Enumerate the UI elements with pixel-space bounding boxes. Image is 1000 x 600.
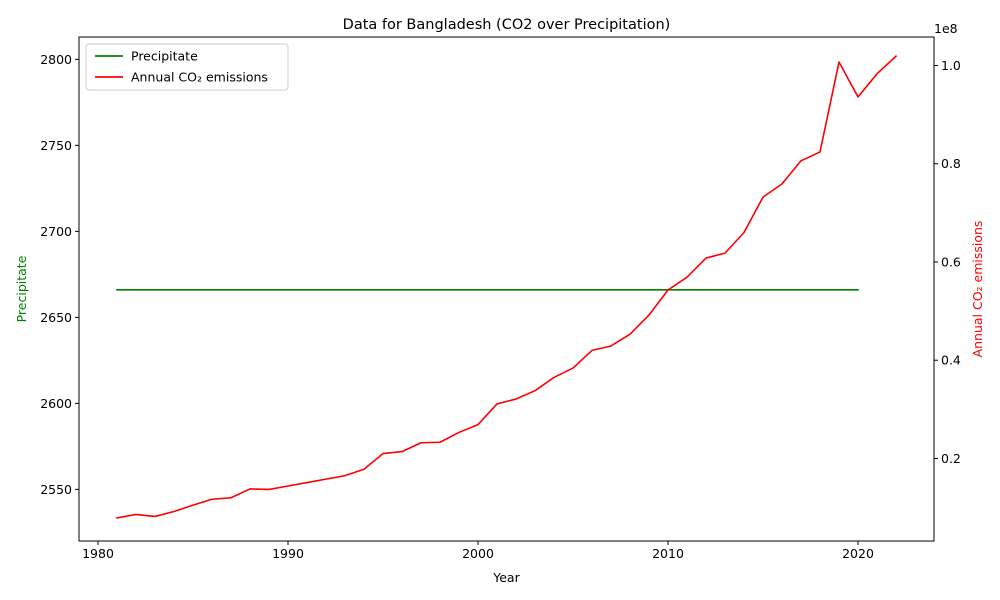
- x-tick-label: 2010: [652, 546, 684, 561]
- left-y-tick-label: 2700: [40, 224, 72, 239]
- left-y-tick-label: 2650: [40, 310, 72, 325]
- plot-frame: [78, 36, 935, 542]
- co2-emissions-line: [116, 55, 898, 519]
- right-y-tick-label: 0.6: [941, 254, 961, 269]
- left-y-tick-label: 2550: [40, 482, 72, 497]
- x-axis-label: Year: [492, 570, 520, 585]
- right-axis-multiplier: 1e8: [934, 21, 958, 36]
- left-y-tick-label: 2800: [40, 52, 72, 67]
- legend-label-precipitate: Precipitate: [131, 49, 198, 64]
- x-tick-label: 2000: [462, 546, 494, 561]
- x-tick-label: 2020: [842, 546, 874, 561]
- right-y-tick-label: 1.0: [941, 58, 961, 73]
- left-y-axis-label: Precipitate: [14, 255, 29, 322]
- right-y-tick-label: 0.2: [941, 451, 961, 466]
- series-lines: [116, 55, 898, 519]
- x-tick-label: 1980: [82, 546, 114, 561]
- legend-box: [85, 43, 289, 91]
- legend: Precipitate Annual CO₂ emissions: [85, 43, 289, 91]
- left-y-axis-ticks: 2550 2600 2650 2700 2750 2800: [40, 52, 79, 497]
- legend-label-co2: Annual CO₂ emissions: [131, 70, 268, 85]
- x-tick-label: 1990: [272, 546, 304, 561]
- right-y-tick-label: 0.8: [941, 156, 961, 171]
- left-y-tick-label: 2750: [40, 138, 72, 153]
- chart-title: Data for Bangladesh (CO2 over Precipitat…: [343, 17, 671, 33]
- plot-area: [79, 37, 934, 541]
- left-y-tick-label: 2600: [40, 396, 72, 411]
- right-y-axis-label: Annual CO₂ emissions: [970, 221, 985, 358]
- x-axis-ticks: 1980 1990 2000 2010 2020: [82, 541, 874, 561]
- right-y-axis-ticks: 0.2 0.4 0.6 0.8 1.0: [934, 58, 961, 466]
- right-y-tick-label: 0.4: [941, 353, 961, 368]
